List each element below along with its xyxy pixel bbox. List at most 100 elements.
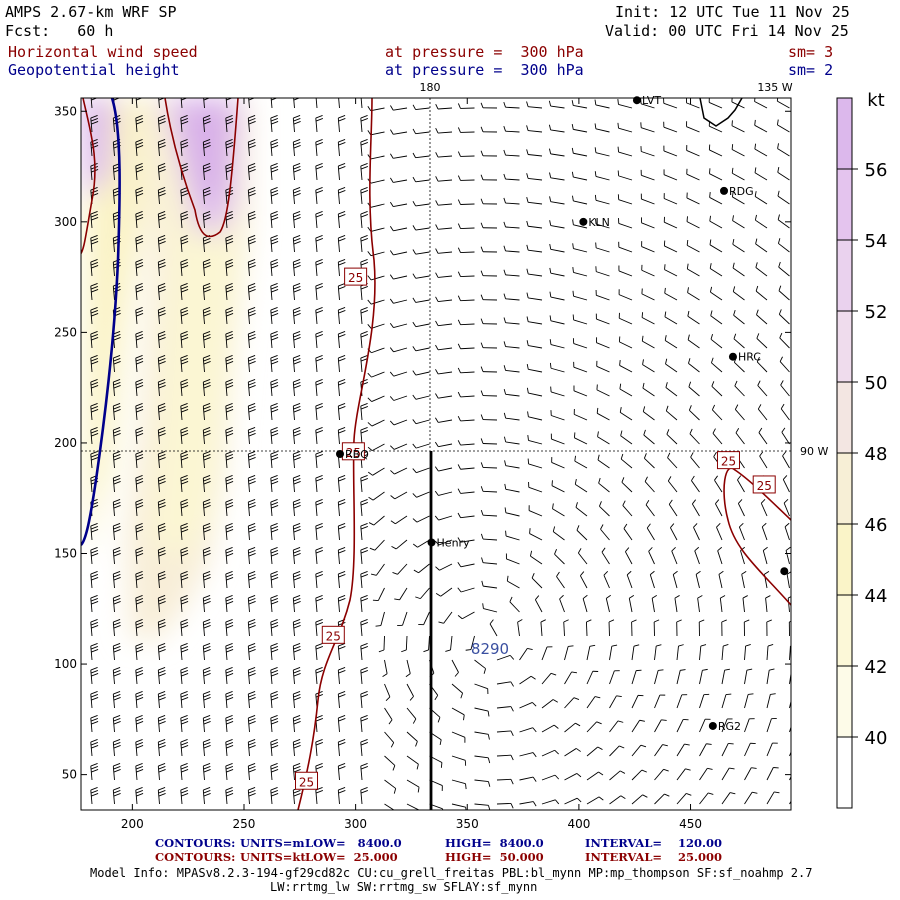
wind-barb	[394, 587, 408, 601]
wind-barb	[572, 314, 588, 325]
wind-barb	[519, 675, 536, 685]
wind-barb	[389, 226, 408, 232]
wind-barb	[528, 505, 543, 517]
wind-barb	[526, 149, 543, 157]
wind-barb	[517, 619, 523, 637]
wind-barb	[157, 691, 166, 709]
wind-barb	[390, 153, 408, 159]
wind-barb	[90, 547, 99, 565]
wind-barb	[202, 475, 211, 493]
wind-barb	[412, 346, 430, 352]
wind-barb	[412, 249, 430, 255]
wind-barb	[315, 283, 324, 301]
wind-barb	[642, 406, 655, 421]
wind-barb	[90, 571, 99, 589]
wind-barb	[663, 240, 678, 253]
wind-barb	[406, 755, 419, 770]
wind-barb	[744, 644, 751, 661]
footer-row1-high: HIGH= 8400.0	[445, 836, 544, 850]
wind-barb	[573, 385, 588, 397]
wind-barb	[754, 119, 768, 133]
wind-barb	[292, 163, 301, 181]
wind-barb	[202, 331, 211, 349]
wind-barb	[527, 411, 543, 421]
wind-barb	[699, 693, 710, 709]
wind-barb	[225, 259, 234, 277]
wind-barb	[503, 125, 520, 133]
wind-barb	[609, 770, 626, 781]
wind-barb	[180, 667, 189, 685]
wind-barb	[90, 715, 99, 733]
wind-barb	[112, 547, 121, 565]
wind-barb	[180, 259, 189, 277]
wind-barb	[624, 547, 633, 565]
wind-barb	[617, 122, 633, 133]
wind-barb	[389, 371, 408, 377]
wind-barb	[648, 547, 655, 565]
wind-barb	[247, 715, 256, 733]
wind-barb	[529, 528, 543, 541]
wind-barb	[406, 803, 420, 810]
wind-barb	[180, 115, 189, 133]
wind-barb	[315, 427, 324, 445]
wind-barb	[574, 455, 588, 469]
wind-barb	[642, 382, 655, 397]
wind-barb	[712, 428, 723, 445]
wind-barb	[474, 707, 490, 717]
station-marker	[579, 217, 588, 226]
wind-barb	[135, 739, 144, 757]
field1-label: Horizontal wind speed	[8, 43, 198, 61]
sm1-label: sm= 3	[788, 43, 834, 61]
wind-barb	[180, 787, 189, 805]
wind-barb	[737, 499, 745, 517]
wind-barb	[315, 499, 324, 517]
wind-barb	[435, 176, 453, 182]
wind-barb	[247, 163, 256, 181]
wind-barb	[709, 239, 723, 253]
wind-barb	[628, 594, 635, 613]
wind-barb	[157, 667, 166, 685]
wind-barb	[496, 802, 514, 809]
wind-barb	[676, 644, 684, 661]
wind-barb	[754, 143, 768, 157]
wind-barb	[135, 403, 144, 421]
wind-barb	[738, 522, 745, 541]
wind-barb	[735, 428, 745, 445]
wind-barb	[451, 779, 467, 790]
wind-barb	[586, 721, 602, 733]
wind-barb	[654, 669, 664, 685]
wind-barb	[315, 259, 324, 277]
wind-barb	[435, 248, 453, 254]
wind-barb	[549, 339, 565, 349]
wind-contour-25-central	[297, 98, 376, 810]
wind-barb	[270, 379, 279, 397]
wind-barb	[564, 645, 574, 661]
wind-barb	[135, 499, 144, 517]
wind-barb	[594, 194, 610, 205]
wind-barb	[586, 746, 603, 757]
wind-barb	[90, 403, 99, 421]
wind-barb	[135, 571, 144, 589]
wind-barb	[693, 523, 700, 541]
coastline	[699, 98, 743, 127]
wind-barb	[157, 379, 166, 397]
wind-barb	[457, 127, 475, 133]
wind-barb	[202, 523, 211, 541]
wind-barb	[631, 744, 647, 757]
wind-barb	[457, 223, 475, 229]
wind-barb	[225, 379, 234, 397]
wind-barb	[112, 475, 121, 493]
wind-barb	[777, 166, 790, 181]
station-label: KLN	[588, 216, 610, 229]
wind-barb	[718, 570, 724, 589]
wind-barb	[412, 370, 430, 376]
wind-barb	[292, 763, 301, 781]
wind-barb	[292, 427, 301, 445]
wind-barb	[406, 731, 418, 747]
wind-barb	[480, 246, 498, 253]
wind-barb	[663, 121, 678, 133]
wind-barb	[654, 644, 662, 661]
wind-barb	[180, 451, 189, 469]
wind-barb	[270, 139, 279, 157]
wind-barb	[481, 557, 498, 565]
